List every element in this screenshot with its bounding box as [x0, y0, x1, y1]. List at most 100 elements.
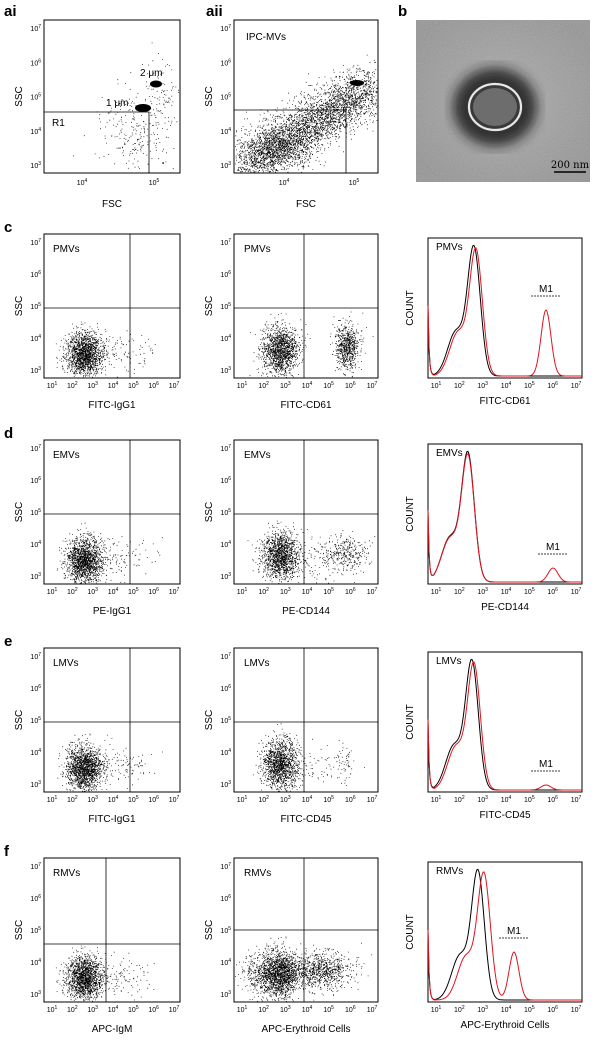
tick-base: 10 — [280, 589, 288, 596]
tick-exponent: 7 — [579, 795, 582, 801]
population-title: RMVs — [244, 868, 271, 879]
y-tick-label: 107 — [30, 238, 41, 247]
tick-base: 10 — [220, 304, 228, 311]
tick-base: 10 — [128, 797, 136, 804]
tick-base: 10 — [220, 992, 228, 999]
tick-base: 10 — [30, 574, 38, 581]
isotype-curve — [427, 658, 582, 791]
tick-base: 10 — [220, 129, 228, 136]
tick-exponent: 1 — [245, 1005, 248, 1011]
y-tick-label: 105 — [30, 926, 41, 935]
x-tick-label: 104 — [501, 587, 512, 596]
population-title: LMVs — [53, 658, 79, 669]
tick-base: 10 — [220, 718, 228, 725]
x-tick-label: 102 — [258, 795, 269, 804]
scatter-dots — [249, 313, 311, 378]
tick-exponent: 4 — [116, 795, 119, 801]
tick-exponent: 7 — [228, 862, 231, 868]
x-tick-label: 105 — [128, 587, 139, 596]
x-axis-label: FSC — [102, 199, 122, 210]
x-tick-label: 105 — [323, 795, 334, 804]
tick-exponent: 3 — [288, 1005, 291, 1011]
y-tick-label: 103 — [220, 990, 231, 999]
tick-base: 10 — [108, 797, 116, 804]
x-tick-label: 101 — [431, 587, 442, 596]
y-tick-label: 105 — [220, 716, 231, 725]
tick-exponent: 4 — [228, 334, 231, 340]
tick-exponent: 5 — [228, 93, 231, 99]
tick-base: 10 — [220, 60, 228, 67]
tick-exponent: 6 — [38, 684, 41, 690]
tick-exponent: 7 — [38, 444, 41, 450]
tick-base: 10 — [454, 1007, 462, 1014]
tick-exponent: 3 — [228, 161, 231, 167]
scatter-dots — [273, 84, 352, 165]
scatter-dots — [310, 530, 376, 575]
population-title: EMVs — [244, 450, 271, 461]
tick-base: 10 — [30, 95, 38, 102]
tick-base: 10 — [220, 446, 228, 453]
x-tick-label: 105 — [349, 178, 360, 187]
x-tick-label: 104 — [501, 381, 512, 390]
vesicle-lumen — [473, 88, 517, 126]
y-tick-label: 106 — [220, 58, 231, 67]
x-tick-label: 104 — [501, 795, 512, 804]
marker-curve — [427, 453, 582, 583]
x-tick-label: 102 — [67, 587, 78, 596]
x-tick-label: 107 — [169, 381, 180, 390]
tick-exponent: 5 — [136, 587, 139, 593]
tick-exponent: 5 — [331, 795, 334, 801]
y-axis-label: SSC — [14, 502, 25, 523]
y-tick-label: 105 — [30, 302, 41, 311]
tick-base: 10 — [220, 782, 228, 789]
plot-frame — [43, 19, 181, 174]
y-axis-label: SSC — [204, 296, 215, 317]
tick-exponent: 4 — [38, 540, 41, 546]
tick-base: 10 — [431, 383, 439, 390]
gate-label: R1 — [52, 118, 65, 129]
tick-base: 10 — [501, 797, 509, 804]
tick-exponent: 7 — [228, 652, 231, 658]
y-tick-label: 106 — [30, 476, 41, 485]
tick-base: 10 — [30, 750, 38, 757]
tick-base: 10 — [431, 797, 439, 804]
tick-exponent: 5 — [38, 926, 41, 932]
tick-base: 10 — [258, 383, 266, 390]
tick-base: 10 — [280, 1007, 288, 1014]
tick-base: 10 — [77, 180, 85, 187]
x-axis-label: PE-IgG1 — [93, 606, 132, 617]
y-tick-label: 106 — [30, 894, 41, 903]
tick-base: 10 — [454, 383, 462, 390]
x-tick-label: 102 — [454, 1005, 465, 1014]
tick-base: 10 — [30, 510, 38, 517]
y-tick-label: 104 — [30, 334, 41, 343]
y-tick-label: 104 — [30, 748, 41, 757]
tick-exponent: 3 — [38, 161, 41, 167]
plot-frame — [43, 857, 181, 1003]
x-axis-label: FSC — [296, 199, 316, 210]
tick-exponent: 2 — [462, 381, 465, 387]
y-tick-label: 105 — [30, 93, 41, 102]
tick-exponent: 3 — [95, 587, 98, 593]
plot-frame — [233, 233, 379, 379]
tick-exponent: 4 — [38, 748, 41, 754]
tick-exponent: 5 — [38, 93, 41, 99]
tick-exponent: 3 — [288, 795, 291, 801]
y-tick-label: 104 — [30, 958, 41, 967]
panel-label: f — [4, 843, 10, 860]
tick-exponent: 6 — [555, 381, 558, 387]
tick-exponent: 7 — [38, 24, 41, 30]
x-tick-label: 102 — [258, 587, 269, 596]
x-tick-label: 106 — [547, 1005, 558, 1014]
x-tick-label: 105 — [524, 795, 535, 804]
tick-exponent: 4 — [509, 1005, 512, 1011]
tick-exponent: 6 — [38, 58, 41, 64]
tick-exponent: 7 — [38, 652, 41, 658]
tick-exponent: 2 — [266, 587, 269, 593]
x-tick-label: 107 — [169, 795, 180, 804]
tick-base: 10 — [323, 1007, 331, 1014]
tick-exponent: 2 — [462, 587, 465, 593]
tick-base: 10 — [220, 26, 228, 33]
